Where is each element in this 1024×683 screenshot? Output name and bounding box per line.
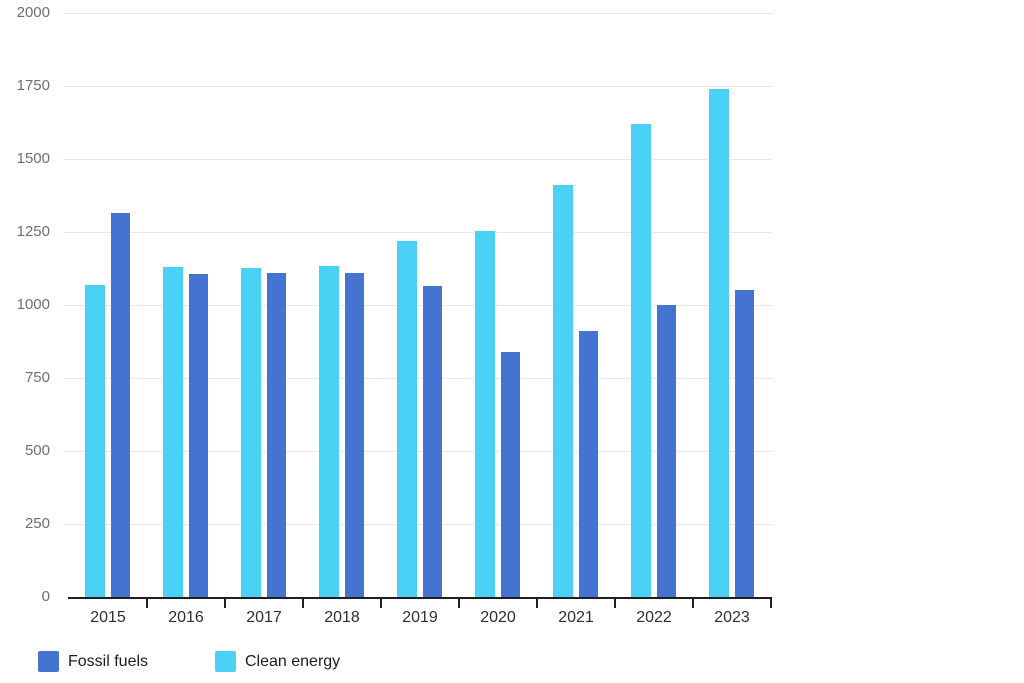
x-axis-tick (614, 599, 616, 608)
legend-label-fossil-fuels: Fossil fuels (68, 653, 149, 670)
gridline (63, 13, 773, 14)
bar-clean-energy (241, 268, 261, 597)
y-axis-tick-label: 500 (24, 442, 50, 459)
x-axis-year-label: 2021 (558, 609, 594, 626)
y-axis-tick-label: 0 (41, 588, 50, 605)
bar-fossil-fuels (189, 274, 208, 597)
bar-fossil-fuels (423, 286, 442, 597)
legend-label-clean-energy: Clean energy (245, 653, 341, 670)
x-axis-tick (146, 599, 148, 608)
x-axis-tick (536, 599, 538, 608)
gridline (63, 451, 773, 452)
y-axis-tick-label: 1750 (16, 77, 50, 94)
gridline (63, 524, 773, 525)
gridline (63, 305, 773, 306)
x-axis-tick (302, 599, 304, 608)
gridline (63, 232, 773, 233)
bar-clean-energy (631, 124, 651, 597)
bar-clean-energy (709, 89, 729, 597)
bar-clean-energy (553, 185, 573, 597)
bar-clean-energy (319, 266, 339, 597)
legend-swatch-clean-energy (215, 651, 236, 672)
bar-fossil-fuels (267, 273, 286, 597)
x-axis-year-label: 2016 (168, 609, 204, 626)
x-axis-line (68, 597, 772, 599)
legend-swatch-fossil-fuels (38, 651, 59, 672)
bar-fossil-fuels (579, 331, 598, 597)
legend-item-clean-energy: Clean energy (215, 650, 340, 673)
y-axis-tick-label: 1000 (16, 296, 50, 313)
y-axis-tick-label: 2000 (16, 4, 50, 21)
bar-clean-energy (397, 241, 417, 597)
bar-clean-energy (475, 231, 495, 597)
y-axis-tick-label: 1500 (16, 150, 50, 167)
x-axis-year-label: 2020 (480, 609, 516, 626)
x-axis-year-label: 2022 (636, 609, 672, 626)
bar-clean-energy (85, 285, 105, 597)
bar-clean-energy (163, 267, 183, 597)
bar-fossil-fuels (111, 213, 130, 597)
x-axis-year-label: 2017 (246, 609, 282, 626)
x-axis-tick (692, 599, 694, 608)
y-axis-tick-label: 1250 (16, 223, 50, 240)
x-axis-tick (380, 599, 382, 608)
x-axis-year-label: 2015 (90, 609, 126, 626)
bar-fossil-fuels (735, 290, 754, 597)
x-axis-year-label: 2019 (402, 609, 438, 626)
bar-fossil-fuels (345, 273, 364, 597)
legend: Fossil fuels Clean energy (0, 650, 790, 676)
y-axis-tick-label: 750 (24, 369, 50, 386)
gridline (63, 159, 773, 160)
x-axis-tick (770, 599, 772, 608)
bar-fossil-fuels (657, 305, 676, 597)
gridline (63, 378, 773, 379)
x-axis-tick (458, 599, 460, 608)
legend-item-fossil-fuels: Fossil fuels (38, 650, 148, 673)
gridline (63, 86, 773, 87)
bar-fossil-fuels (501, 352, 520, 597)
x-axis-tick (224, 599, 226, 608)
y-axis-tick-label: 250 (24, 515, 50, 532)
x-axis-year-label: 2018 (324, 609, 360, 626)
x-axis-year-label: 2023 (714, 609, 750, 626)
